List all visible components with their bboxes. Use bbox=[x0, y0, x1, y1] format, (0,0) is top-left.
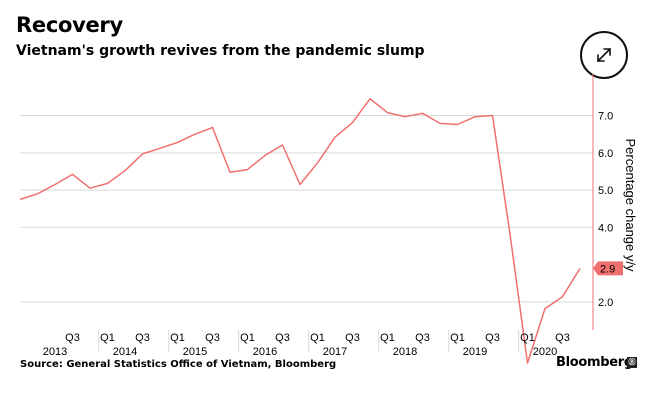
brand-mark-icon: Ⓑ bbox=[627, 357, 637, 368]
x-tick-label: Q1 bbox=[310, 332, 325, 344]
x-tick-label: Q1 bbox=[240, 332, 255, 344]
x-tick-label: Q3 bbox=[345, 332, 360, 344]
x-tick-label: Q3 bbox=[275, 332, 290, 344]
chart-subtitle: Vietnam's growth revives from the pandem… bbox=[16, 43, 425, 59]
x-year-label: 2015 bbox=[183, 346, 207, 358]
x-tick-label: Q1 bbox=[450, 332, 465, 344]
x-tick-label: Q3 bbox=[65, 332, 80, 344]
x-tick-label: Q1 bbox=[380, 332, 395, 344]
x-year-label: 2014 bbox=[113, 346, 137, 358]
x-tick-label: Q3 bbox=[135, 332, 150, 344]
y-axis-title: Percentage change y/y bbox=[623, 139, 638, 272]
expand-button[interactable] bbox=[580, 31, 628, 79]
x-tick-label: Q1 bbox=[100, 332, 115, 344]
chart-title: Recovery bbox=[16, 13, 123, 37]
x-tick-label: Q3 bbox=[485, 332, 500, 344]
brand-logo-text: Bloomberg bbox=[556, 355, 633, 370]
x-year-label: 2017 bbox=[323, 346, 347, 358]
y-tick-label: 4.0 bbox=[598, 222, 613, 234]
last-value-label: 2.9 bbox=[600, 263, 615, 275]
x-tick-label: Q3 bbox=[415, 332, 430, 344]
x-tick-label: Q3 bbox=[205, 332, 220, 344]
x-tick-label: Q1 bbox=[520, 332, 535, 344]
x-year-label: 2019 bbox=[463, 346, 487, 358]
x-tick-label: Q1 bbox=[170, 332, 185, 344]
series-line bbox=[19, 98, 581, 364]
y-tick-label: 6.0 bbox=[598, 148, 613, 160]
y-tick-label: 7.0 bbox=[598, 111, 613, 123]
source-note: Source: General Statistics Office of Vie… bbox=[20, 359, 337, 370]
x-year-label: 2020 bbox=[533, 346, 557, 358]
y-tick-label: 2.0 bbox=[598, 297, 613, 309]
x-tick-label: Q3 bbox=[555, 332, 570, 344]
x-year-label: 2013 bbox=[43, 346, 67, 358]
x-year-label: 2016 bbox=[253, 346, 277, 358]
x-year-label: 2018 bbox=[393, 346, 417, 358]
last-value-badge bbox=[593, 261, 623, 276]
expand-arrows-icon bbox=[597, 48, 611, 62]
y-tick-label: 5.0 bbox=[598, 185, 613, 197]
